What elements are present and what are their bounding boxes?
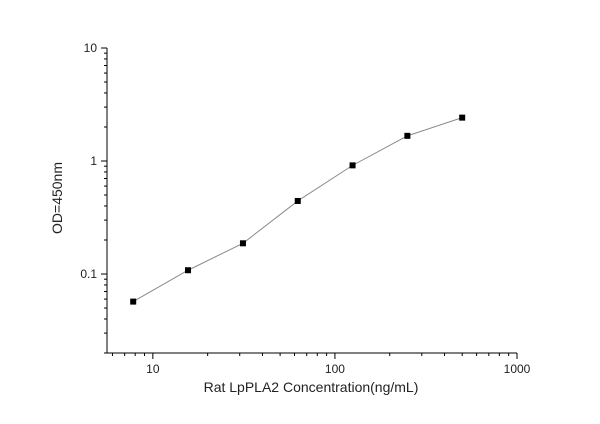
x-axis-title: Rat LpPLA2 Concentration(ng/mL) xyxy=(204,379,419,395)
data-point-marker xyxy=(459,114,466,121)
x-tick-label: 100 xyxy=(325,362,345,376)
data-point-marker xyxy=(349,162,356,169)
series-line xyxy=(132,117,463,303)
axis-labels: Rat LpPLA2 Concentration(ng/mL) OD=450nm xyxy=(49,162,418,395)
data-point-marker xyxy=(404,132,411,139)
series-line-group xyxy=(132,117,463,303)
x-tick-label: 10 xyxy=(146,362,160,376)
y-axis-title: OD=450nm xyxy=(49,162,65,234)
data-point-marker xyxy=(294,197,301,204)
axes: 10 100 1000 0.1 1 10 xyxy=(80,41,530,376)
x-tick-label: 1000 xyxy=(504,362,531,376)
data-point-marker xyxy=(185,267,192,274)
data-points xyxy=(130,114,466,305)
data-point-marker xyxy=(239,240,246,247)
y-tick-label: 0.1 xyxy=(80,267,97,281)
data-point-marker xyxy=(130,298,137,305)
y-tick-label: 10 xyxy=(84,41,98,55)
y-tick-label: 1 xyxy=(90,154,97,168)
